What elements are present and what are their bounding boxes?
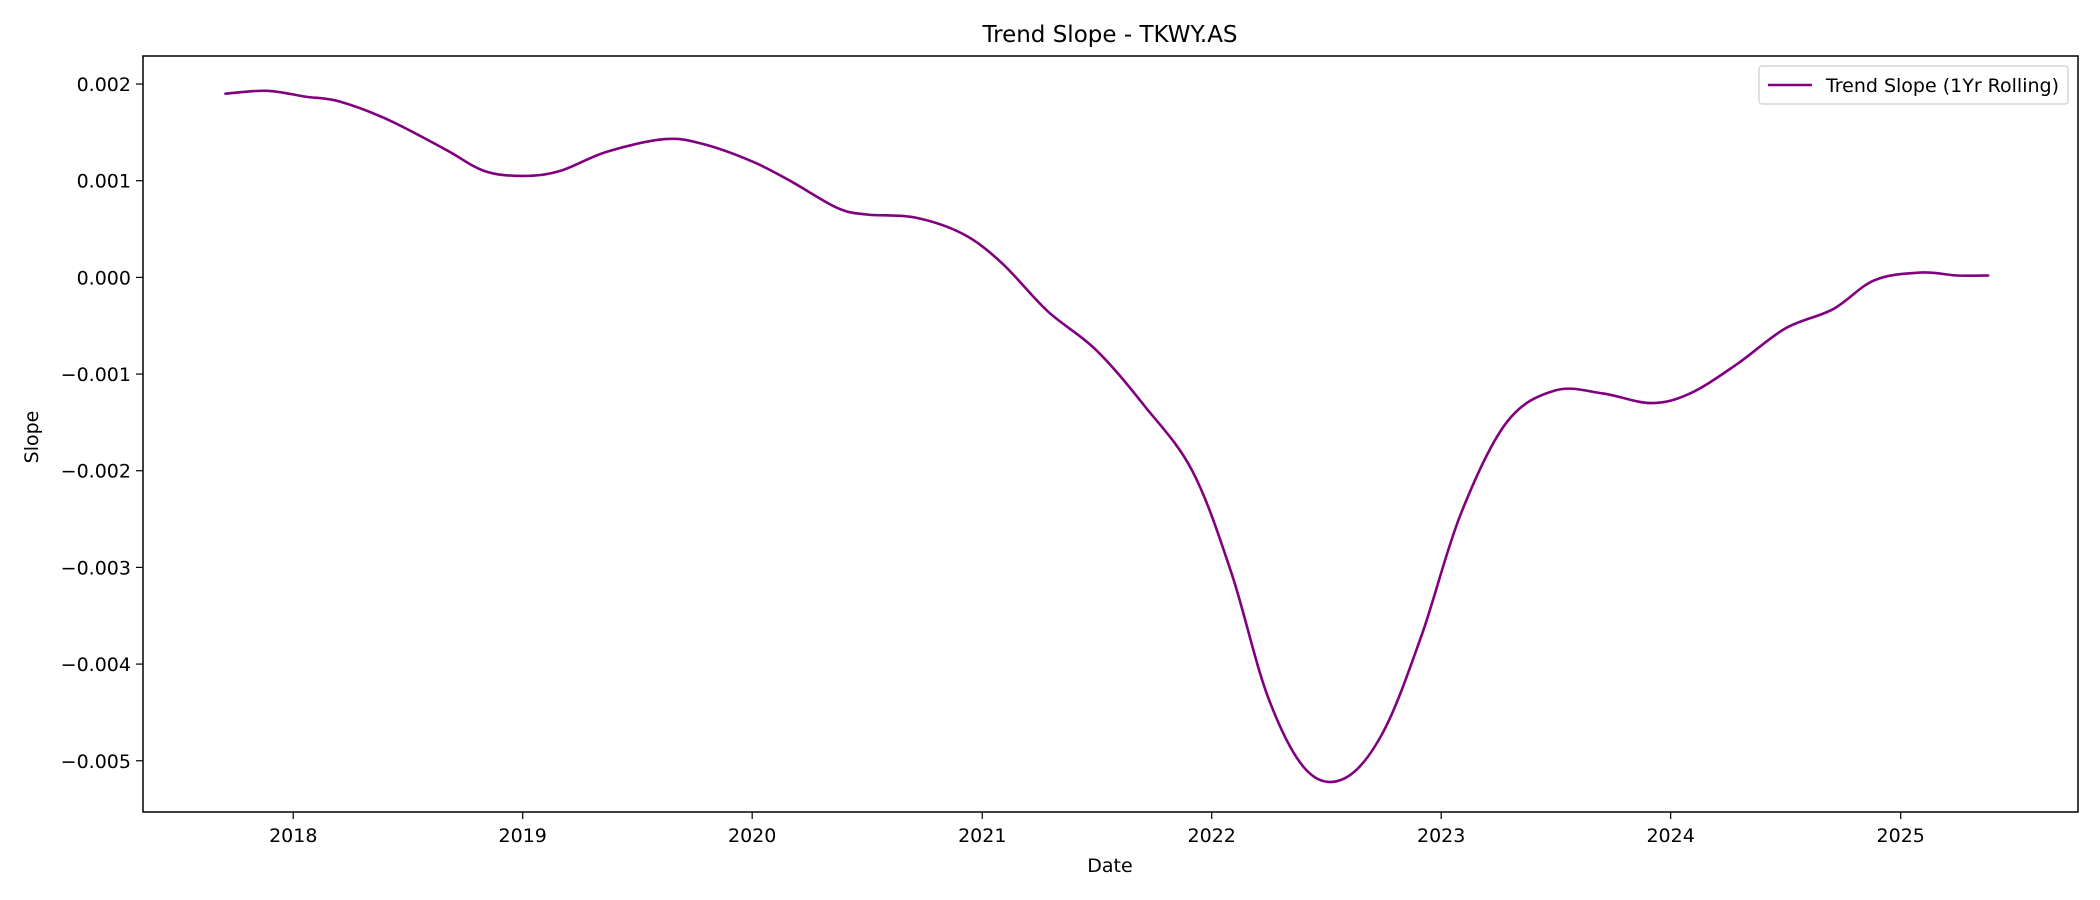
y-tick-label: −0.002 bbox=[61, 461, 131, 483]
y-tick-label: 0.002 bbox=[77, 74, 131, 96]
y-tick-label: −0.004 bbox=[61, 654, 131, 676]
x-tick-label: 2025 bbox=[1877, 825, 1925, 847]
y-axis-label: Slope bbox=[21, 411, 43, 464]
legend-box bbox=[1758, 65, 2069, 105]
x-tick-label: 2020 bbox=[728, 825, 776, 847]
y-tick-label: −0.003 bbox=[61, 557, 131, 579]
y-tick-label: 0.001 bbox=[77, 171, 131, 193]
x-tick-label: 2021 bbox=[958, 825, 1006, 847]
x-tick-label: 2018 bbox=[269, 825, 317, 847]
legend: Trend Slope (1Yr Rolling) bbox=[1758, 65, 2069, 105]
x-axis-label: Date bbox=[1087, 855, 1132, 877]
trend-slope-line bbox=[224, 89, 1990, 784]
x-tick-label: 2023 bbox=[1417, 825, 1465, 847]
y-tick-label: −0.001 bbox=[61, 364, 131, 386]
plot-frame bbox=[142, 55, 2079, 813]
series-layer bbox=[224, 89, 1990, 784]
x-tick-label: 2024 bbox=[1646, 825, 1694, 847]
x-tick-label: 2019 bbox=[499, 825, 547, 847]
y-tick-label: 0.000 bbox=[77, 267, 131, 289]
chart-title: Trend Slope - TKWY.AS bbox=[981, 22, 1237, 48]
legend-label: Trend Slope (1Yr Rolling) bbox=[1825, 75, 2059, 97]
x-tick-label: 2022 bbox=[1188, 825, 1236, 847]
axis-ticks: 2018 2019 2020 2021 2022 2023 2024 2025 0.002 0.0… bbox=[61, 74, 1925, 847]
y-tick-label: −0.005 bbox=[61, 751, 131, 773]
